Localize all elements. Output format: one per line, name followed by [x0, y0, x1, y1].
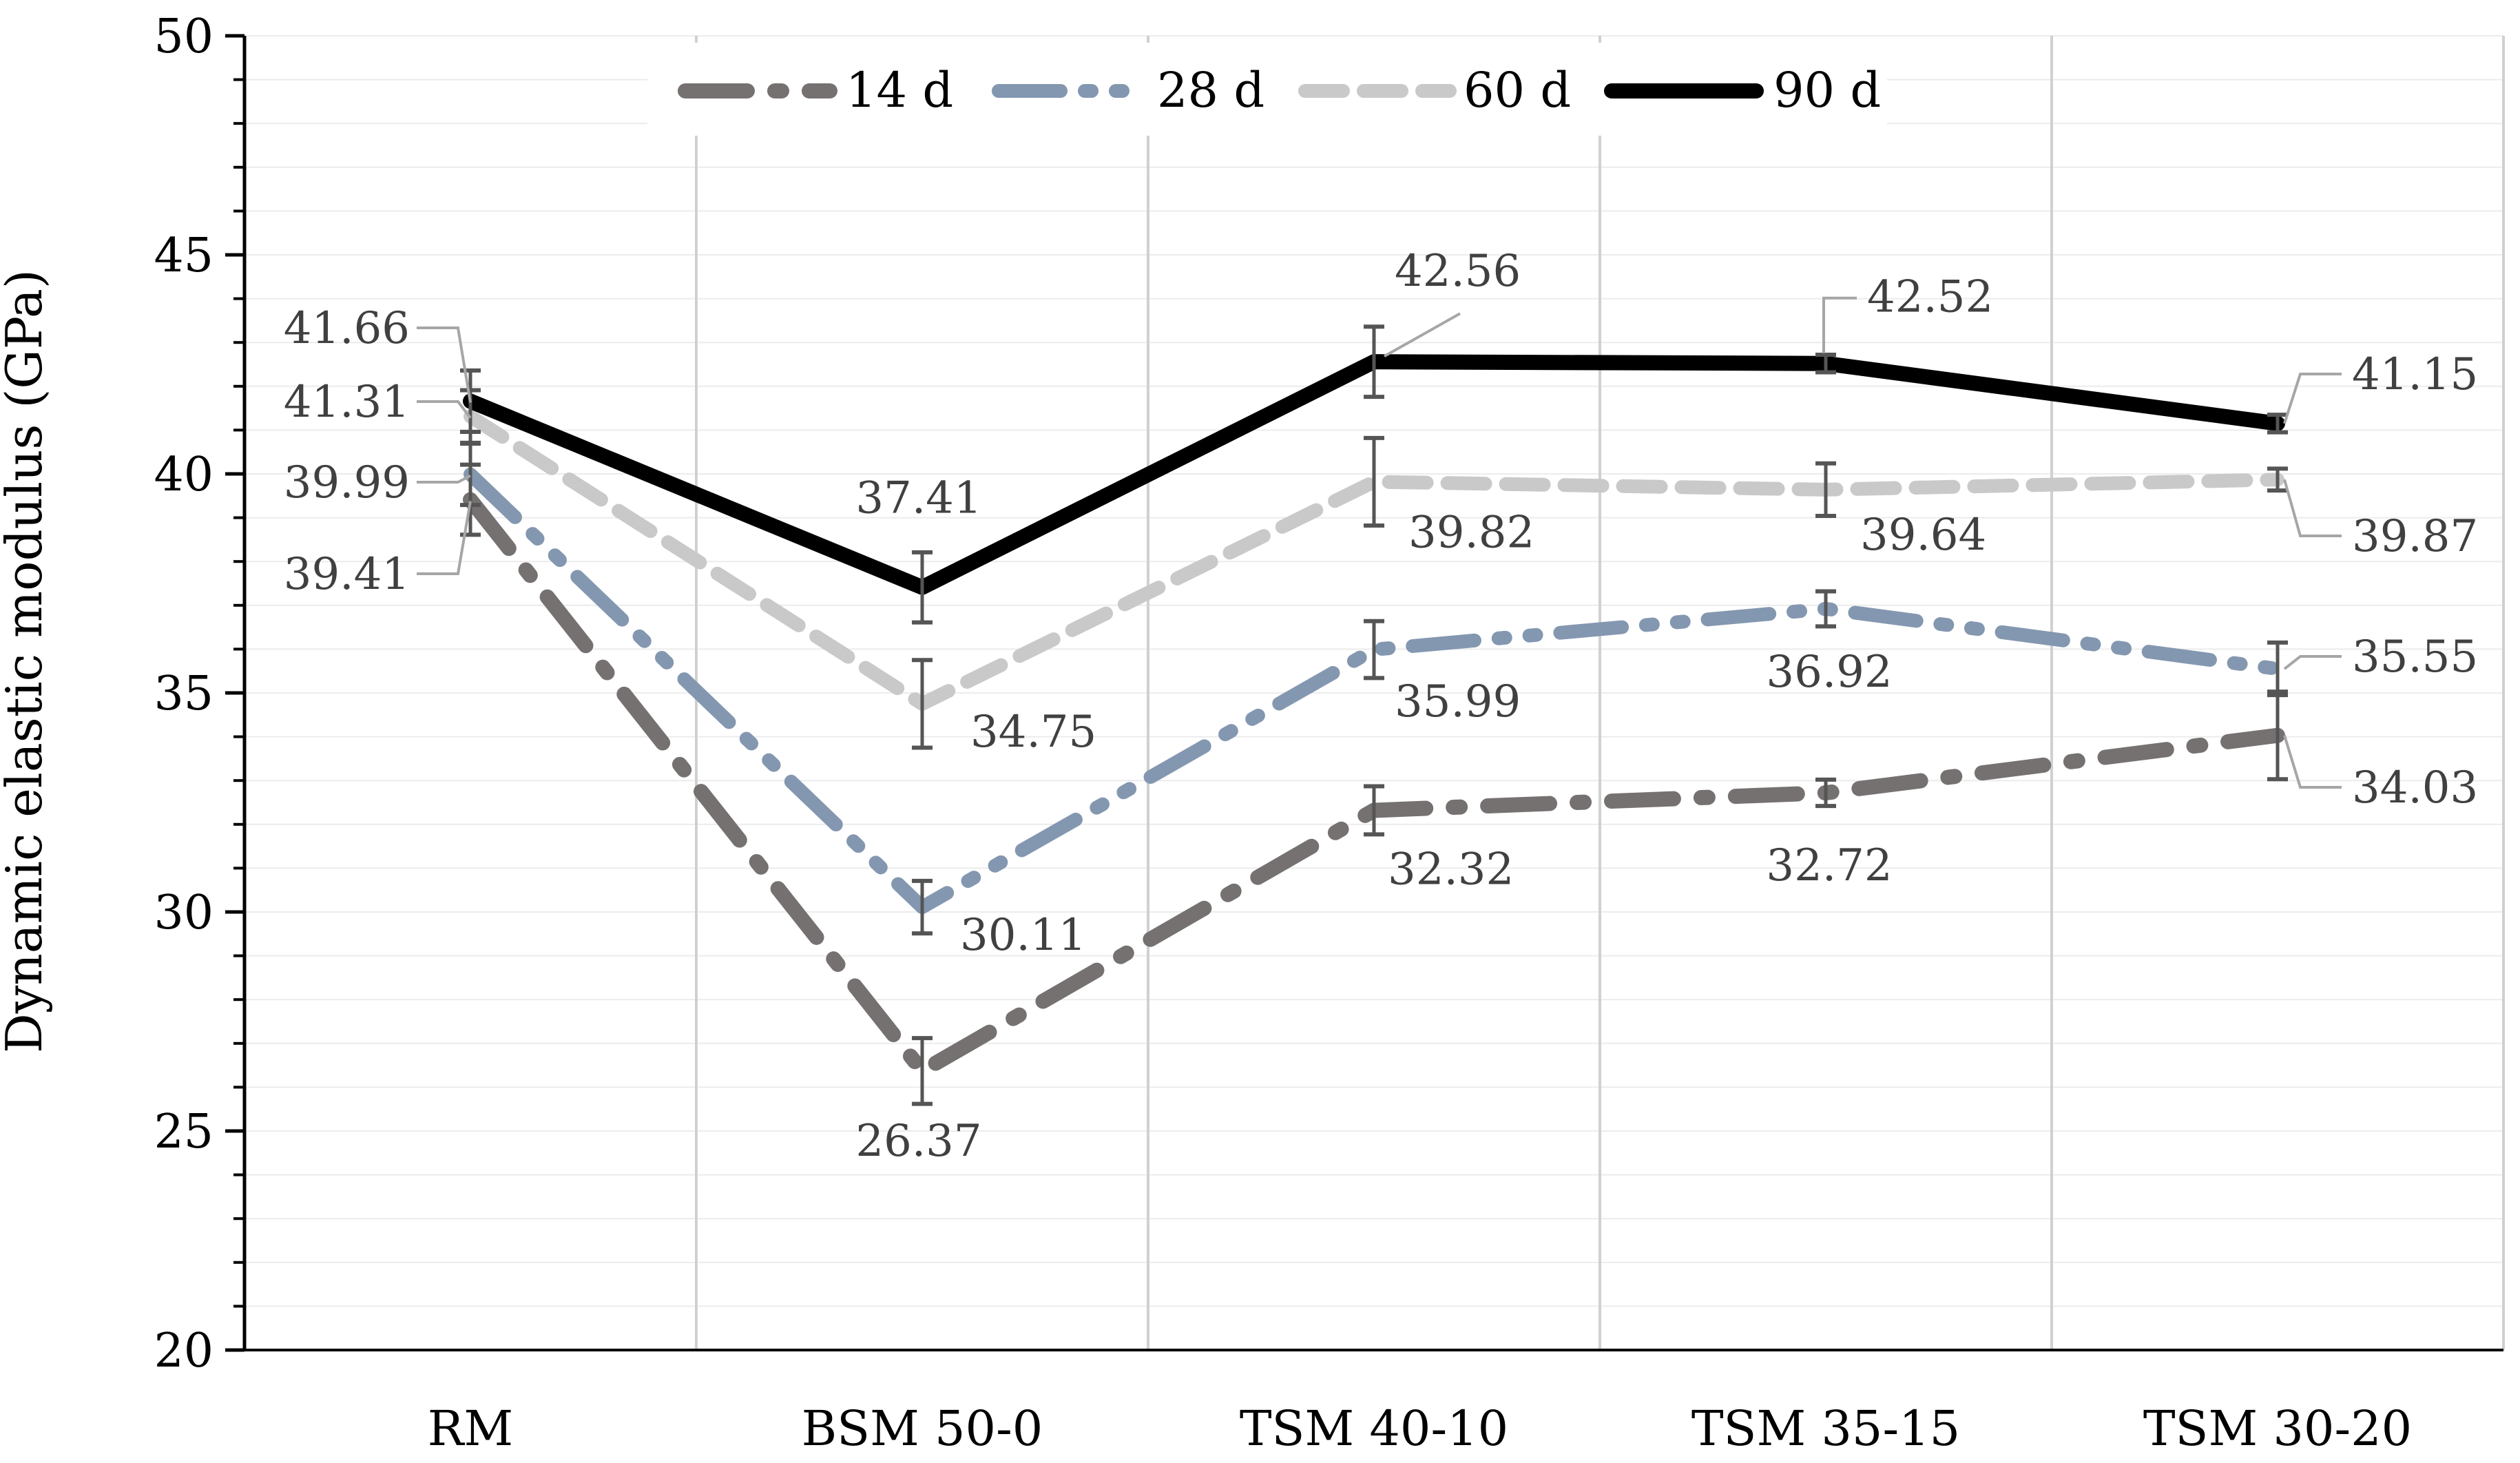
data-label: 37.41: [855, 473, 981, 524]
y-axis-label: Dynamic elastic modulus (GPa): [0, 269, 53, 1053]
y-tick-label: 40: [154, 448, 214, 502]
data-label: 30.11: [960, 910, 1086, 961]
data-label: 42.52: [1867, 272, 1993, 323]
leader-line: [417, 400, 472, 419]
data-label: 42.56: [1395, 246, 1521, 297]
data-label: 39.41: [284, 549, 410, 600]
leader-line: [2283, 373, 2342, 424]
legend-label: 14 d: [846, 62, 953, 118]
legend-label: 60 d: [1464, 62, 1571, 118]
y-tick-label: 20: [154, 1324, 214, 1378]
data-label: 41.31: [284, 377, 410, 428]
x-tick-label: TSM 35-15: [1691, 1400, 1960, 1457]
data-label: 36.92: [1766, 647, 1892, 698]
x-tick-label: BSM 50-0: [802, 1400, 1043, 1457]
leader-line: [2283, 735, 2342, 789]
y-tick-label: 45: [154, 229, 214, 283]
leader-line: [417, 474, 471, 484]
legend-label: 28 d: [1157, 62, 1264, 118]
data-label: 39.82: [1408, 507, 1534, 558]
legend: 14 d 28 d 60 d 90 d: [647, 43, 1887, 136]
y-tick-label: 25: [154, 1105, 214, 1159]
data-label: 32.32: [1388, 844, 1514, 895]
data-label: 39.87: [2352, 511, 2478, 562]
leader-line: [1384, 312, 1461, 357]
data-labels: 41.66 41.31 39.99 39.41 37.41 34.75 30.11 26.37…: [284, 246, 2478, 1167]
x-tick-label: TSM 30-20: [2143, 1400, 2412, 1457]
leader-line: [417, 501, 472, 575]
leader-line: [1822, 296, 1857, 353]
leader-line: [417, 326, 472, 403]
data-label: 26.37: [855, 1116, 981, 1167]
data-label: 34.75: [970, 707, 1096, 758]
x-axis-ticks: RM BSM 50-0 TSM 40-10 TSM 35-15 TSM 30-20: [428, 1400, 2412, 1457]
data-label: 35.99: [1395, 676, 1521, 727]
data-label: 34.03: [2352, 762, 2478, 813]
leader-line: [2283, 655, 2342, 670]
data-label: 35.55: [2352, 632, 2478, 683]
y-tick-label: 30: [154, 886, 214, 940]
x-tick-label: RM: [428, 1400, 513, 1457]
data-label: 41.15: [2352, 349, 2478, 400]
data-label: 41.66: [284, 303, 410, 354]
y-axis-ticks: 20 25 30 35 40 45 50: [154, 10, 244, 1378]
leader-line: [2283, 479, 2342, 537]
data-label: 39.64: [1860, 510, 1986, 561]
series-line-28-d: [464, 467, 2284, 914]
y-tick-label: 50: [154, 10, 214, 64]
data-label: 39.99: [284, 457, 410, 508]
data-label: 32.72: [1766, 840, 1892, 891]
x-tick-label: TSM 40-10: [1240, 1400, 1508, 1457]
y-tick-label: 35: [154, 667, 214, 721]
legend-label: 90 d: [1773, 62, 1881, 118]
